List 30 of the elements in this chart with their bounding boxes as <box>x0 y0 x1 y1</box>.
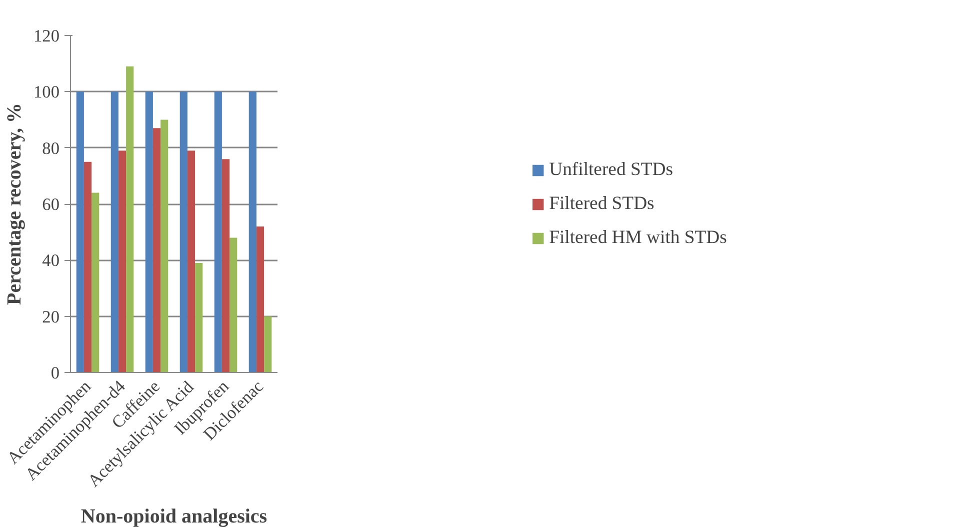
y-tick-label: 100 <box>34 82 60 102</box>
y-tick-label: 40 <box>42 251 60 270</box>
bar <box>256 226 264 372</box>
bar <box>230 238 238 372</box>
bar <box>126 66 134 372</box>
bar <box>160 120 168 372</box>
bar <box>187 150 196 372</box>
legend-label: Unfiltered STDs <box>549 158 673 180</box>
bar <box>84 162 92 372</box>
bar <box>195 262 203 372</box>
legend-label: Filtered STDs <box>549 192 654 214</box>
y-axis-title: Percentage recovery, % <box>4 103 26 305</box>
bar <box>222 159 230 372</box>
bar <box>180 92 188 372</box>
bar <box>264 316 272 372</box>
bar <box>152 128 161 372</box>
bar <box>92 192 100 372</box>
y-tick-label: 20 <box>42 307 60 326</box>
bar <box>110 92 118 372</box>
bar <box>214 92 222 372</box>
y-tick-label: 60 <box>42 195 60 214</box>
x-axis-title: Non-opioid analgesics <box>80 505 268 528</box>
y-tick-label: 80 <box>42 138 60 158</box>
legend-label: Filtered HM with STDs <box>549 226 727 248</box>
bar <box>76 92 84 372</box>
bar <box>145 92 153 372</box>
y-tick-label: 0 <box>50 364 60 382</box>
bar <box>248 92 256 372</box>
bar <box>118 150 126 372</box>
y-tick-label: 120 <box>34 26 60 46</box>
